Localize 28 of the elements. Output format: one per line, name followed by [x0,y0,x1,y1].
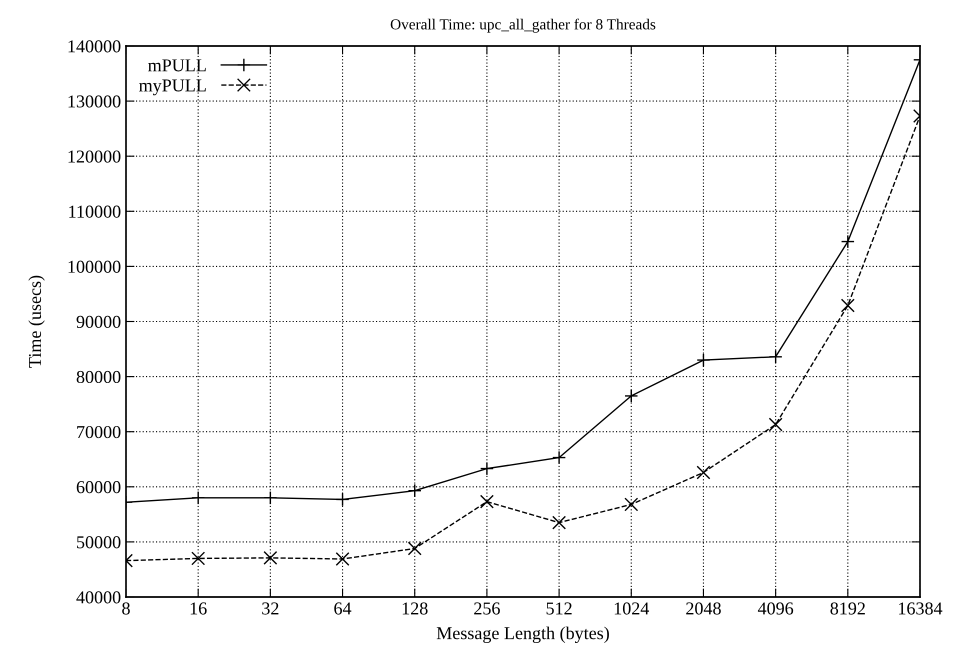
x-axis-title: Message Length (bytes) [436,626,609,643]
y-tick-label: 60000 [76,481,120,494]
y-tick-label: 110000 [69,206,120,218]
x-tick-label: 8192 [830,602,865,615]
x-tick-label: 128 [402,602,428,615]
chart-title: Overall Time: upc_all_gather for 8 Threads [390,18,656,33]
x-tick-label: 8 [122,602,130,615]
y-tick-label: 50000 [77,536,120,548]
x-tick-label: 16 [190,602,207,615]
y-tick-label: 140000 [68,40,120,52]
y-tick-label: 90000 [76,316,120,328]
y-tick-label: 70000 [77,426,120,438]
legend-label: mPULL [148,59,206,72]
x-tick-label: 1024 [614,602,650,615]
x-tick-label: 16384 [899,602,942,615]
x-tick-label: 2048 [686,602,721,615]
x-tick-label: 512 [546,602,572,615]
x-tick-label: 256 [474,602,500,615]
legend-label: myPULL [139,80,206,96]
x-tick-label: 32 [262,602,278,615]
y-tick-label: 80000 [76,370,120,384]
y-tick-label: 100000 [68,260,120,273]
y-axis-title: Time (usecs) [28,276,45,368]
x-tick-label: 64 [334,602,352,615]
y-tick-label: 120000 [68,150,120,163]
y-tick-label: 130000 [68,95,120,108]
x-tick-label: 4096 [758,602,794,615]
y-tick-label: 40000 [76,591,120,604]
